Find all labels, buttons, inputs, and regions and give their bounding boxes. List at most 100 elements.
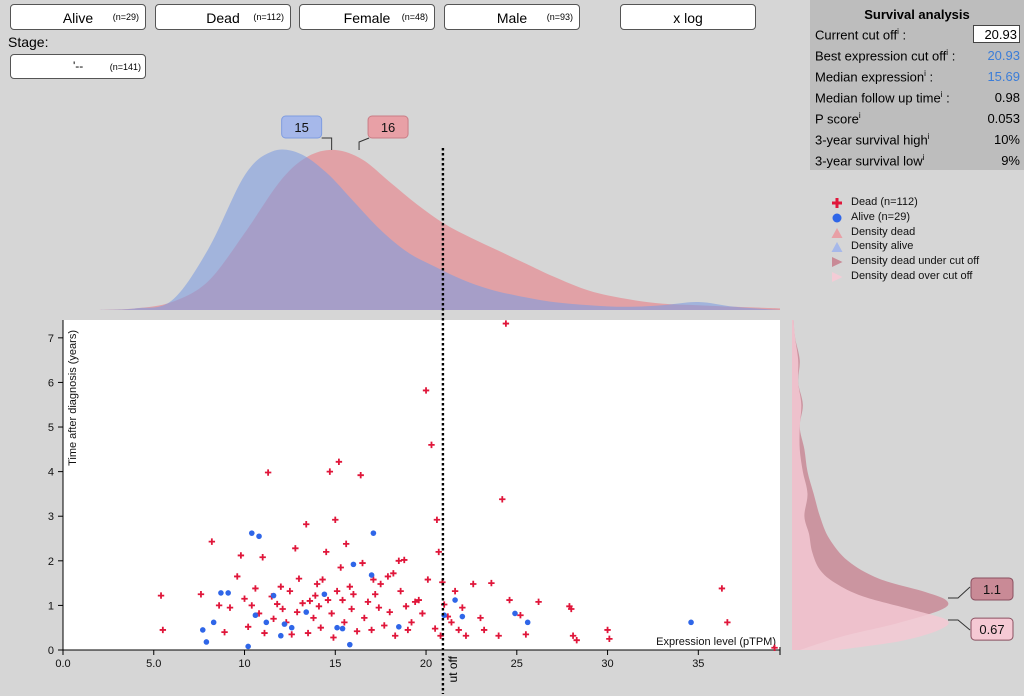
dead-point[interactable] [455, 626, 462, 634]
dead-point[interactable] [381, 622, 388, 629]
alive-point[interactable] [459, 613, 466, 620]
alive-point[interactable] [370, 530, 377, 536]
info-icon[interactable]: i [924, 69, 926, 78]
dead-point[interactable] [208, 538, 216, 545]
alive-point[interactable] [256, 533, 262, 540]
dead-point[interactable] [293, 608, 301, 616]
alive-point[interactable] [252, 612, 259, 619]
dead-point[interactable] [292, 545, 299, 552]
dead-point[interactable] [606, 635, 613, 643]
dead-point[interactable] [428, 441, 435, 449]
dead-point[interactable] [295, 575, 303, 582]
cutoff-input[interactable] [973, 25, 1020, 43]
dead-point[interactable] [315, 603, 323, 610]
dead-point[interactable] [312, 592, 319, 599]
dead-point[interactable] [248, 602, 255, 609]
dead-point[interactable] [221, 628, 228, 636]
dead-point[interactable] [346, 583, 353, 590]
dead-point[interactable] [277, 583, 285, 590]
dead-point[interactable] [357, 471, 364, 479]
dead-point[interactable] [306, 597, 314, 605]
alive-point[interactable] [368, 572, 375, 578]
dead-point[interactable] [372, 591, 379, 598]
dead-point[interactable] [470, 580, 477, 588]
dead-point[interactable] [341, 619, 348, 626]
dead-point[interactable] [415, 596, 422, 604]
dead-point[interactable] [261, 629, 268, 637]
dead-point[interactable] [569, 632, 577, 639]
best-cutoff-value[interactable]: 20.93 [987, 48, 1020, 63]
dead-point[interactable] [459, 604, 466, 611]
alive-point[interactable] [210, 619, 217, 626]
stage-select[interactable]: '-- (n=141) [10, 54, 146, 79]
dead-point[interactable] [197, 591, 205, 598]
dead-point[interactable] [499, 496, 506, 503]
dead-point[interactable] [401, 556, 408, 564]
alive-point[interactable] [263, 619, 270, 626]
alive-point[interactable] [218, 590, 224, 596]
dead-point[interactable] [259, 554, 266, 561]
dead-point[interactable] [568, 605, 575, 613]
dead-point[interactable] [495, 632, 502, 639]
alive-point[interactable] [396, 624, 402, 630]
alive-point[interactable] [347, 641, 353, 648]
legend-item-alive[interactable]: Alive (n=29) [828, 211, 979, 226]
dead-point[interactable] [264, 469, 272, 476]
dead-point[interactable] [390, 570, 397, 577]
info-icon[interactable]: i [940, 90, 943, 99]
dead-point[interactable] [451, 587, 459, 595]
dead-point[interactable] [411, 598, 419, 606]
alive-point[interactable] [334, 624, 340, 631]
dead-point[interactable] [273, 600, 281, 608]
dead-point[interactable] [375, 604, 383, 611]
dead-point[interactable] [391, 632, 399, 639]
dead-point[interactable] [328, 610, 335, 617]
legend-item-density-dead[interactable]: Density dead [828, 226, 979, 241]
dead-point[interactable] [377, 580, 384, 588]
alive-point[interactable] [688, 619, 694, 626]
dead-point[interactable] [535, 598, 542, 606]
dead-point[interactable] [361, 614, 368, 622]
dead-point[interactable] [237, 552, 245, 559]
alive-point[interactable] [248, 530, 255, 536]
dead-point[interactable] [304, 629, 312, 637]
median-expression-value[interactable]: 15.69 [987, 69, 1020, 84]
dead-point[interactable] [384, 573, 392, 580]
info-icon[interactable]: i [922, 153, 925, 162]
dead-point[interactable] [234, 573, 241, 580]
dead-point[interactable] [333, 587, 341, 595]
alive-point[interactable] [281, 621, 288, 627]
dead-point[interactable] [462, 632, 470, 639]
dead-point[interactable] [286, 587, 294, 595]
alive-point[interactable] [452, 597, 458, 603]
dead-point[interactable] [157, 592, 165, 599]
dead-point[interactable] [402, 603, 410, 610]
female-filter-button[interactable]: Female (n=48) [299, 4, 435, 30]
cutoff-line-group[interactable]: ut off [441, 148, 460, 694]
dead-point[interactable] [241, 595, 248, 602]
dead-point[interactable] [502, 320, 510, 327]
dead-point[interactable] [319, 576, 326, 583]
dead-point[interactable] [364, 598, 372, 606]
dead-point[interactable] [270, 615, 277, 622]
alive-point[interactable] [321, 591, 328, 598]
dead-point[interactable] [437, 632, 444, 639]
dead-point[interactable] [279, 605, 286, 613]
dead-point[interactable] [431, 625, 439, 632]
dead-point[interactable] [718, 585, 726, 592]
dead-point[interactable] [335, 458, 343, 466]
alive-point[interactable] [524, 619, 531, 626]
alive-point[interactable] [199, 627, 206, 633]
dead-point[interactable] [353, 628, 361, 635]
dead-point[interactable] [337, 564, 344, 571]
dead-point[interactable] [386, 608, 393, 616]
alive-point[interactable] [270, 592, 277, 599]
dead-point[interactable] [506, 596, 513, 604]
dead-point[interactable] [332, 516, 339, 523]
dead-point[interactable] [339, 596, 346, 604]
dead-point[interactable] [359, 559, 366, 567]
dead-point[interactable] [404, 626, 412, 634]
legend-item-density-under[interactable]: Density dead under cut off [828, 255, 979, 270]
dead-point[interactable] [397, 587, 404, 595]
dead-point[interactable] [310, 614, 317, 622]
